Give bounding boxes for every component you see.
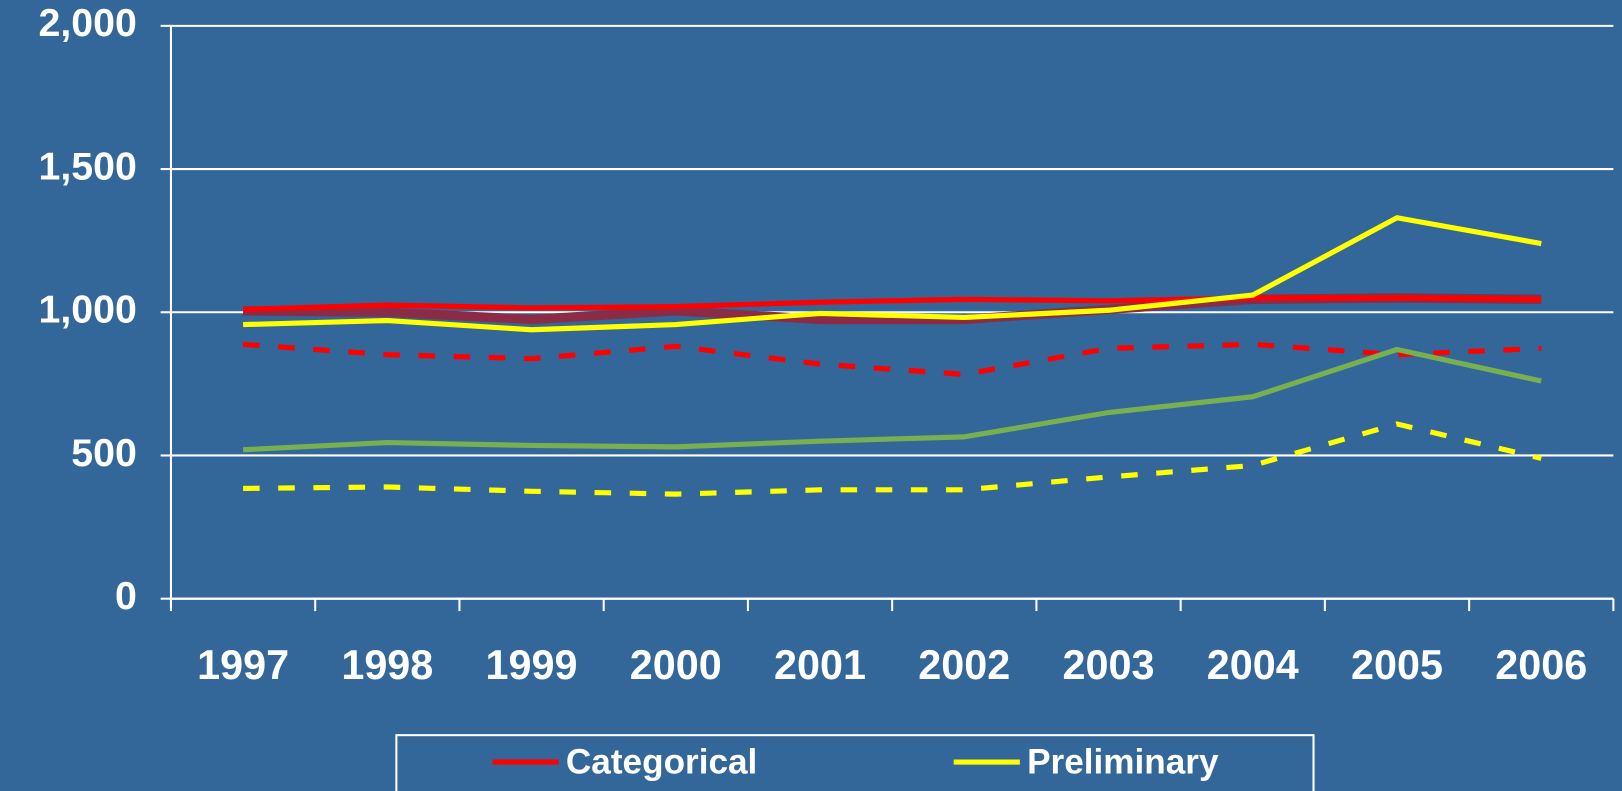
series-line: [243, 215, 1542, 333]
x-tick-label: 2002: [918, 642, 1010, 688]
x-tick-label: 1997: [197, 642, 289, 688]
y-tick-label: 500: [71, 431, 137, 475]
y-tick-label: 2,000: [39, 1, 137, 45]
legend-label: Preliminary: [1027, 742, 1219, 781]
series-line: [242, 341, 1542, 378]
series-line: [243, 421, 1542, 497]
x-tick-label: 2001: [774, 642, 866, 688]
x-tick-label: 1999: [486, 642, 578, 688]
series-line: [243, 295, 1542, 312]
legend-label: Categorical: [566, 742, 757, 781]
x-tick-label: 2003: [1063, 642, 1155, 688]
y-tick-label: 0: [115, 574, 137, 618]
x-tick-label: 1998: [341, 642, 433, 688]
x-tick-label: 2005: [1351, 642, 1443, 688]
x-tick-label: 2000: [630, 642, 722, 688]
y-tick-label: 1,000: [39, 288, 137, 332]
x-tick-label: 2004: [1207, 642, 1299, 688]
y-tick-label: 1,500: [39, 144, 137, 188]
x-tick-label: 2006: [1495, 642, 1587, 688]
legend-box: [395, 734, 1315, 791]
series-line: [242, 346, 1542, 453]
